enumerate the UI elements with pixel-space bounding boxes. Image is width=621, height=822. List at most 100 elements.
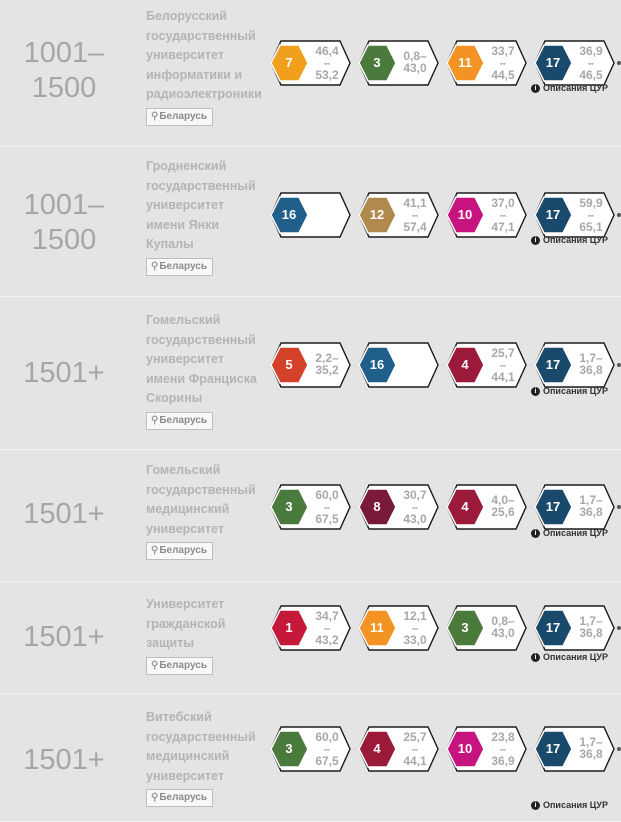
sdg-descriptions-link[interactable]: i Описания ЦУР (531, 83, 608, 94)
score-part: 2,2– (315, 352, 339, 365)
sdg-score: 4,0– 25,6 (486, 494, 520, 532)
score-part: 1,7– (579, 494, 603, 507)
score-part: 46,5 (579, 68, 603, 82)
sdg-badge[interactable]: 4 4,0– 25,6 (446, 484, 527, 532)
score-part: 43,2 (315, 633, 339, 647)
score-part: – (499, 208, 507, 222)
sdg-badge[interactable]: 3 0,8– 43,0 (358, 40, 439, 86)
goal-hexagon (446, 196, 485, 234)
score-part: 0,8– (403, 50, 427, 63)
location-pin-icon: ⚲ (151, 260, 159, 272)
sdg-number: 8 (373, 499, 381, 514)
university-row: 1501+ Гомельский государственный университе… (0, 297, 621, 450)
country-tag[interactable]: ⚲Беларусь (146, 411, 213, 430)
sdg-badge[interactable]: 11 12,1–33,0 (358, 605, 439, 651)
sdg-hexagon-icon (446, 726, 527, 772)
location-pin-icon: ⚲ (151, 110, 159, 122)
sdg-badge[interactable]: 16 (270, 192, 351, 238)
score-part: – (323, 500, 331, 514)
sdg-badge[interactable]: 17 1,7– 36,8 (534, 342, 615, 390)
goal-hexagon (358, 44, 397, 82)
sdg-descriptions-link[interactable]: i Описания ЦУР (531, 235, 608, 246)
university-name[interactable]: Гродненский государственный университет име… (146, 159, 256, 251)
sdg-badge[interactable]: 11 33,7–44,5 (446, 40, 527, 86)
sdg-badge[interactable]: 17 36,9–46,5 (534, 40, 615, 86)
sdg-badge[interactable]: 17 59,9–65,1 (534, 192, 615, 238)
sdg-badge[interactable]: 17 1,7– 36,8 (534, 726, 615, 772)
country-name: Беларусь (159, 792, 207, 803)
sdg-descriptions-label: Описания ЦУР (543, 652, 608, 662)
sdg-descriptions-link[interactable]: i Описания ЦУР (531, 652, 608, 663)
sdg-descriptions-link[interactable]: i Описания ЦУР (531, 528, 608, 539)
sdg-score: 1,7– 36,8 (574, 352, 608, 390)
sdg-hexagon-icon (446, 192, 527, 238)
university-row: 1501+ Университет гражданской защиты ⚲Белару… (0, 582, 621, 694)
sdg-badge[interactable]: 16 (358, 342, 439, 388)
country-tag[interactable]: ⚲Беларусь (146, 789, 213, 807)
sdg-hexagon-icon (446, 40, 527, 86)
country-tag[interactable]: ⚲Беларусь (146, 656, 213, 675)
university-row: 1501+ Гомельский государственный медицински… (0, 450, 621, 582)
scroll-arrow-icon[interactable] (617, 626, 621, 630)
score-part: 25,7 (491, 347, 515, 360)
university-name[interactable]: Витебский государственный медицинский униве… (146, 710, 256, 783)
country-tag[interactable]: ⚲Беларусь (146, 542, 213, 560)
goal-hexagon (270, 196, 309, 234)
sdg-hexagon-icon (534, 605, 615, 651)
sdg-badge[interactable]: 5 2,2– 35,2 (270, 342, 351, 388)
sdg-hexagon-icon (358, 40, 439, 86)
university-name[interactable]: Гомельский государственный медицинский унив… (146, 463, 256, 536)
score-part: – (323, 56, 331, 70)
university-info: Витебский государственный медицинский униве… (146, 708, 266, 807)
sdg-badge[interactable]: 4 25,7–44,1 (446, 342, 527, 388)
sdg-badge[interactable]: 8 30,7–43,0 (358, 484, 439, 530)
sdg-number: 10 (457, 207, 473, 222)
score-part: 44,1 (491, 370, 515, 384)
sdg-number: 11 (458, 55, 472, 70)
sdg-score: 33,7–44,5 (486, 45, 520, 83)
country-name: Беларусь (159, 260, 207, 272)
country-name: Беларусь (159, 414, 207, 426)
sdg-hexagon-icon (534, 342, 615, 388)
country-name: Беларусь (159, 659, 207, 671)
sdg-badge[interactable]: 7 46,4–53,2 (270, 40, 351, 86)
sdg-hexagon-icon (270, 726, 351, 772)
sdg-score: 37,0–47,1 (486, 197, 520, 235)
sdg-badge[interactable]: 3 0,8– 43,0 (446, 605, 527, 651)
sdg-badge[interactable]: 12 41,1–57,4 (358, 192, 439, 238)
university-name[interactable]: Белорусский государственный университет инф… (146, 9, 262, 101)
scroll-arrow-icon[interactable] (617, 61, 621, 65)
score-part: 34,7 (315, 610, 339, 623)
sdg-descriptions-link[interactable]: i Описания ЦУР (531, 800, 608, 811)
info-icon: i (531, 801, 540, 811)
score-part: – (499, 358, 507, 372)
sdg-hexagon-icon (446, 605, 527, 651)
sdg-badge[interactable]: 1 34,7–43,2 (270, 605, 351, 651)
university-name[interactable]: Университет гражданской защиты (146, 597, 226, 650)
sdg-badge[interactable]: 17 1,7– 36,8 (534, 484, 615, 530)
sdg-number: 3 (285, 741, 293, 756)
sdg-hexagon-icon (270, 605, 351, 651)
sdg-descriptions-link[interactable]: i Описания ЦУР (531, 386, 608, 397)
score-part: 0,8– (491, 615, 515, 628)
sdg-badge[interactable]: 10 23,8–36,9 (446, 726, 527, 772)
goal-hexagon (358, 488, 397, 526)
goal-hexagon (446, 44, 485, 82)
score-part: 36,9 (579, 45, 603, 58)
university-name[interactable]: Гомельский государственный университет имен… (146, 313, 257, 405)
scroll-arrow-icon[interactable] (617, 213, 621, 217)
sdg-badge[interactable]: 17 1,7– 36,8 (534, 605, 615, 651)
sdg-badge[interactable]: 3 60,0–67,5 (270, 726, 351, 772)
country-tag[interactable]: ⚲Беларусь (146, 107, 213, 126)
country-tag[interactable]: ⚲Беларусь (146, 257, 213, 276)
scroll-arrow-icon[interactable] (617, 505, 621, 509)
university-info: Белорусский государственный университет инф… (146, 7, 266, 126)
score-part: – (323, 621, 331, 635)
sdg-badge[interactable]: 4 25,7–44,1 (358, 726, 439, 772)
score-part: 43,0 (403, 512, 427, 526)
scroll-arrow-icon[interactable] (617, 747, 621, 751)
scroll-arrow-icon[interactable] (617, 363, 621, 367)
sdg-badge[interactable]: 3 60,0–67,5 (270, 484, 351, 530)
sdg-score: 60,0–67,5 (310, 489, 344, 527)
sdg-badge[interactable]: 10 37,0–47,1 (446, 192, 527, 238)
